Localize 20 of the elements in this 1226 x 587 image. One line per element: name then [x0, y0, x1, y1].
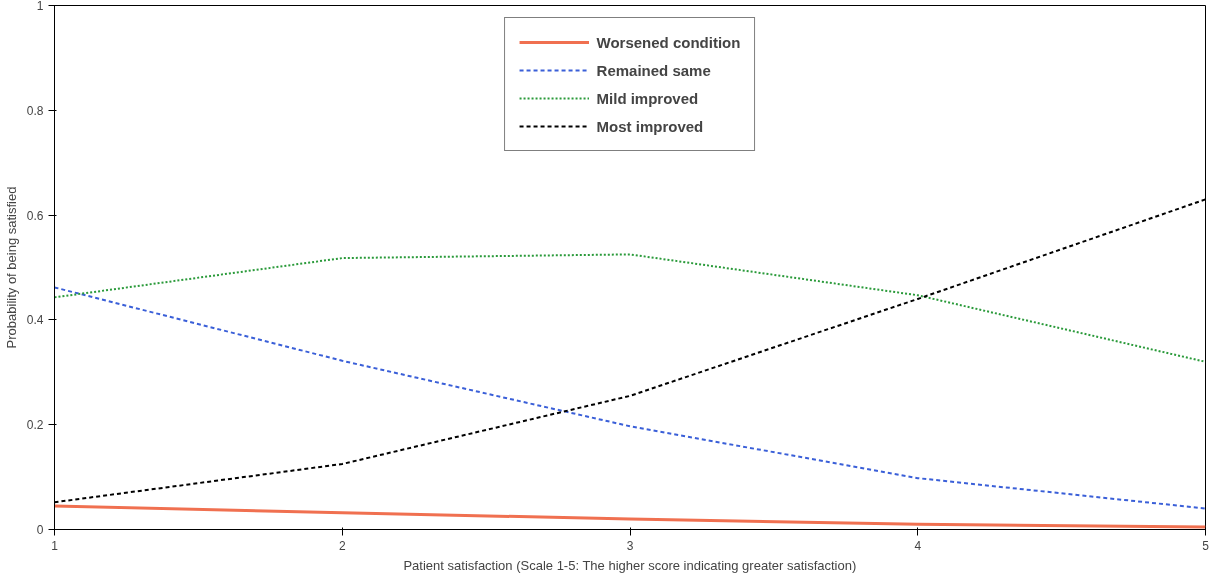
y-tick-label: 0.6 — [26, 208, 44, 223]
y-tick-label: 0.4 — [26, 313, 44, 328]
y-tick-label: 0.8 — [26, 103, 44, 118]
y-axis-title: Probability of being satisfied — [3, 186, 19, 349]
x-axis-title: Patient satisfaction (Scale 1-5: The higher score indicating greater satisfaction) — [403, 557, 857, 573]
legend-label: Remained same — [596, 61, 711, 79]
y-tick-label: 0 — [36, 523, 44, 537]
x-tick-label: 5 — [1202, 538, 1210, 553]
x-tick-label: 2 — [338, 538, 346, 553]
y-tick-label: 0.2 — [26, 418, 44, 433]
line-series — [54, 286, 1206, 510]
legend-label: Most improved — [596, 117, 704, 135]
line-series — [54, 504, 1206, 529]
y-tick-label: 1 — [36, 0, 44, 13]
x-tick-label: 1 — [51, 538, 59, 553]
legend-label: Worsened condition — [596, 33, 741, 51]
x-tick-label: 3 — [626, 538, 634, 553]
legend-label: Mild improved — [596, 89, 699, 107]
x-tick-label: 4 — [914, 538, 922, 553]
line-series — [54, 253, 1206, 363]
